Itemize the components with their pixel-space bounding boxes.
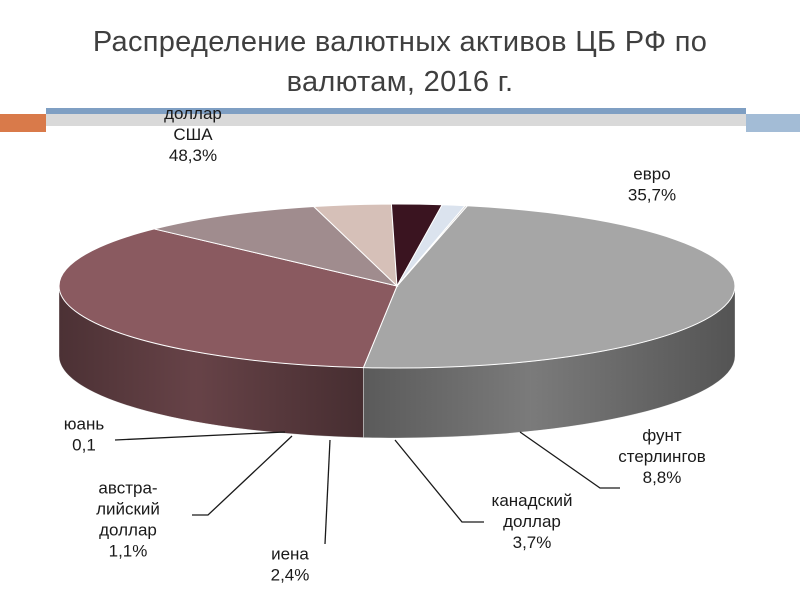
label-leaders <box>114 431 620 545</box>
pie-slice-usd <box>362 205 736 369</box>
slice-label-eur: евро 35,7% <box>628 165 676 205</box>
slice-label-jpy: иена 2,4% <box>271 545 310 585</box>
slice-label-usd-line-3: 48,3% <box>169 146 217 165</box>
pie-side-shade-usd <box>363 286 735 438</box>
slice-label-cny-line-1: юань <box>64 415 105 434</box>
slice-label-cad-line-2: доллар <box>503 512 561 531</box>
slice-label-usd-line-2: США <box>173 125 213 144</box>
slice-label-aud-line-4: 1,1% <box>109 542 148 561</box>
slice-label-eur-line-2: 35,7% <box>628 186 676 205</box>
slice-label-gbp: фунт стерлингов 8,8% <box>618 426 706 487</box>
slice-label-jpy-line-2: 2,4% <box>271 566 310 585</box>
header-rule-cap <box>46 108 746 114</box>
slice-label-jpy-line-1: иена <box>271 545 309 564</box>
title-line-2: валютам, 2016 г. <box>286 66 514 98</box>
slice-label-cny: юань 0,1 <box>64 415 105 455</box>
slice-label-gbp-line-1: фунт <box>642 426 682 445</box>
pie-tops <box>58 203 736 369</box>
slice-label-cad-line-1: канадский <box>492 491 573 510</box>
header-rule-left <box>0 114 46 132</box>
slice-label-aud-line-3: доллар <box>99 521 157 540</box>
leader-line-jpy <box>324 439 331 545</box>
slice-label-cny-line-2: 0,1 <box>72 436 96 455</box>
slice-label-gbp-line-3: 8,8% <box>643 468 682 487</box>
pie-slice-gbp <box>154 206 399 287</box>
slice-labels: доллар США 48,3% евро 35,7% фунт стерлингов 8,8… <box>64 104 706 585</box>
slice-label-usd-line-1: доллар <box>164 104 222 123</box>
slice-label-cad: канадский доллар 3,7% <box>492 491 573 552</box>
slice-label-eur-line-1: евро <box>633 165 670 184</box>
header-rule-right <box>746 114 800 132</box>
pie-side-shade-eur <box>59 286 364 438</box>
slice-label-aud-line-2: лийский <box>96 500 160 519</box>
leader-line-cad <box>394 439 484 523</box>
slice-label-cad-line-3: 3,7% <box>513 533 552 552</box>
pie-slice-eur <box>58 228 398 369</box>
leader-line-cny <box>114 431 286 441</box>
leader-line-gbp <box>519 431 620 489</box>
chart-title: Распределение валютных активов ЦБ РФ по … <box>0 22 800 102</box>
slice-label-gbp-line-2: стерлингов <box>618 447 706 466</box>
slice-label-usd: доллар США 48,3% <box>164 104 222 165</box>
leader-line-aud <box>192 435 293 516</box>
title-line-1: Распределение валютных активов ЦБ РФ по <box>92 26 708 58</box>
pie-slice-cny <box>396 205 469 287</box>
slice-label-aud-line-1: австра- <box>98 479 157 498</box>
header-rule-middle <box>46 114 746 126</box>
slice-label-aud: австра-лийский доллар 1,1% <box>96 479 160 561</box>
